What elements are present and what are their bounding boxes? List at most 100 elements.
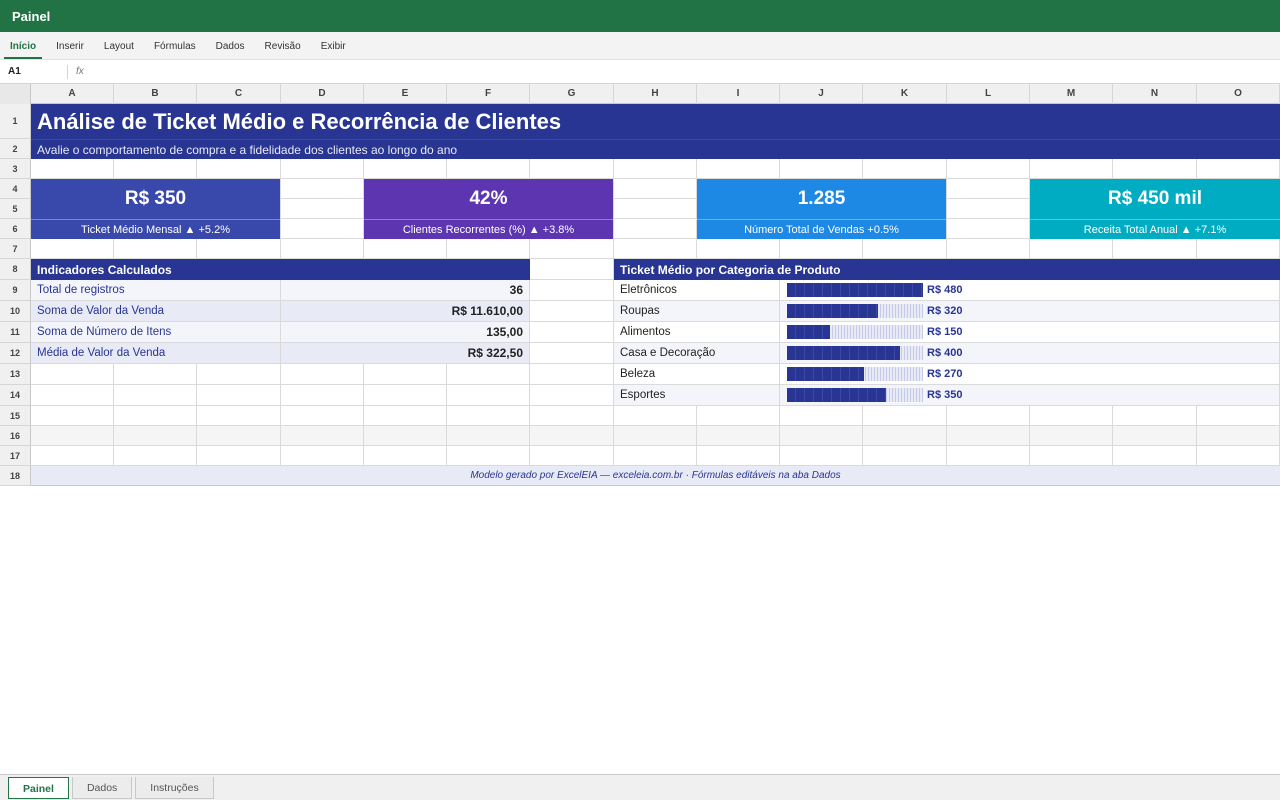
ribbon-tab-layout[interactable]: Layout bbox=[103, 41, 134, 52]
grid-cell[interactable] bbox=[614, 239, 697, 259]
row-header[interactable]: 14 bbox=[0, 385, 31, 406]
grid-cell[interactable] bbox=[197, 159, 281, 179]
name-box[interactable]: A1 bbox=[0, 64, 68, 79]
grid-cell[interactable] bbox=[614, 159, 697, 179]
grid-cell[interactable] bbox=[364, 364, 447, 385]
grid-cell[interactable] bbox=[863, 426, 947, 446]
grid-cell[interactable] bbox=[447, 364, 530, 385]
column-header[interactable]: E bbox=[364, 84, 447, 104]
row-header[interactable]: 6 bbox=[0, 219, 31, 239]
grid-cell[interactable] bbox=[1030, 426, 1113, 446]
column-header[interactable]: O bbox=[1197, 84, 1280, 104]
grid-cell[interactable] bbox=[697, 406, 780, 426]
grid-cell[interactable] bbox=[281, 364, 364, 385]
row-header[interactable]: 4 bbox=[0, 179, 31, 199]
grid-cell[interactable] bbox=[1197, 426, 1280, 446]
grid-cell[interactable] bbox=[31, 239, 114, 259]
column-header[interactable]: F bbox=[447, 84, 530, 104]
grid-cell[interactable] bbox=[1197, 446, 1280, 466]
row-header[interactable]: 8 bbox=[0, 259, 31, 280]
column-header[interactable]: C bbox=[197, 84, 281, 104]
grid-cell[interactable] bbox=[947, 426, 1030, 446]
grid-cell[interactable] bbox=[114, 239, 197, 259]
grid-cell[interactable] bbox=[697, 426, 780, 446]
sheet-tab-dados[interactable]: Dados bbox=[71, 777, 133, 799]
grid-cell[interactable] bbox=[530, 159, 614, 179]
grid-cell[interactable] bbox=[281, 239, 364, 259]
column-header[interactable]: N bbox=[1113, 84, 1197, 104]
column-header[interactable]: I bbox=[697, 84, 780, 104]
grid-cell[interactable] bbox=[1113, 406, 1197, 426]
column-header[interactable]: G bbox=[530, 84, 614, 104]
grid-cell[interactable] bbox=[447, 385, 530, 406]
grid-cell[interactable] bbox=[281, 426, 364, 446]
grid-cell[interactable] bbox=[530, 301, 614, 322]
grid-cell[interactable] bbox=[863, 159, 947, 179]
grid-cell[interactable] bbox=[947, 239, 1030, 259]
grid-cell[interactable] bbox=[530, 343, 614, 364]
grid-cell[interactable] bbox=[947, 199, 1030, 219]
column-header[interactable]: J bbox=[780, 84, 863, 104]
grid-cell[interactable] bbox=[530, 280, 614, 301]
grid-cell[interactable] bbox=[197, 426, 281, 446]
grid-cell[interactable] bbox=[197, 239, 281, 259]
grid-cell[interactable] bbox=[364, 159, 447, 179]
grid-cell[interactable] bbox=[31, 446, 114, 466]
grid-cell[interactable] bbox=[1030, 239, 1113, 259]
grid-cell[interactable] bbox=[530, 406, 614, 426]
row-header[interactable]: 1 bbox=[0, 104, 31, 139]
grid-cell[interactable] bbox=[530, 239, 614, 259]
grid-cell[interactable] bbox=[1030, 446, 1113, 466]
grid-cell[interactable] bbox=[447, 406, 530, 426]
grid-cell[interactable] bbox=[780, 426, 863, 446]
grid-cell[interactable] bbox=[780, 446, 863, 466]
grid-cell[interactable] bbox=[863, 239, 947, 259]
grid-cell[interactable] bbox=[530, 385, 614, 406]
grid-cell[interactable] bbox=[1030, 406, 1113, 426]
sheet-tab-instrucoes[interactable]: Instruções bbox=[135, 777, 214, 799]
grid-cell[interactable] bbox=[31, 406, 114, 426]
grid-cell[interactable] bbox=[697, 159, 780, 179]
grid-cell[interactable] bbox=[530, 259, 614, 280]
row-header[interactable]: 13 bbox=[0, 364, 31, 385]
grid-cell[interactable] bbox=[281, 179, 364, 199]
ribbon-tab-dados[interactable]: Dados bbox=[215, 41, 245, 52]
grid-cell[interactable] bbox=[614, 446, 697, 466]
row-header[interactable]: 15 bbox=[0, 406, 31, 426]
grid-cell[interactable] bbox=[364, 385, 447, 406]
row-header[interactable]: 7 bbox=[0, 239, 31, 259]
row-header[interactable]: 17 bbox=[0, 446, 31, 466]
grid-cell[interactable] bbox=[114, 385, 197, 406]
grid-cell[interactable] bbox=[780, 239, 863, 259]
grid-cell[interactable] bbox=[281, 219, 364, 239]
grid-cell[interactable] bbox=[780, 159, 863, 179]
grid-cell[interactable] bbox=[31, 364, 114, 385]
grid-cell[interactable] bbox=[31, 426, 114, 446]
grid-cell[interactable] bbox=[1113, 426, 1197, 446]
grid-cell[interactable] bbox=[114, 446, 197, 466]
grid-cell[interactable] bbox=[447, 159, 530, 179]
ribbon-tab-exibir[interactable]: Exibir bbox=[320, 41, 346, 52]
sheet-tab-painel[interactable]: Painel bbox=[8, 777, 69, 799]
grid-cell[interactable] bbox=[1197, 159, 1280, 179]
grid-cell[interactable] bbox=[614, 406, 697, 426]
row-header[interactable]: 10 bbox=[0, 301, 31, 322]
grid-cell[interactable] bbox=[447, 426, 530, 446]
grid-cell[interactable] bbox=[1030, 159, 1113, 179]
grid-cell[interactable] bbox=[114, 159, 197, 179]
grid-cell[interactable] bbox=[947, 406, 1030, 426]
grid-cell[interactable] bbox=[1113, 446, 1197, 466]
grid-cell[interactable] bbox=[281, 446, 364, 466]
grid-cell[interactable] bbox=[281, 385, 364, 406]
grid-cell[interactable] bbox=[614, 179, 697, 199]
row-header[interactable]: 3 bbox=[0, 159, 31, 179]
column-header[interactable]: L bbox=[947, 84, 1030, 104]
grid-cell[interactable] bbox=[530, 364, 614, 385]
grid-cell[interactable] bbox=[114, 406, 197, 426]
grid-cell[interactable] bbox=[364, 446, 447, 466]
grid-cell[interactable] bbox=[31, 385, 114, 406]
grid-cell[interactable] bbox=[947, 446, 1030, 466]
column-header[interactable]: B bbox=[114, 84, 197, 104]
grid-cell[interactable] bbox=[364, 239, 447, 259]
grid-cell[interactable] bbox=[614, 219, 697, 239]
